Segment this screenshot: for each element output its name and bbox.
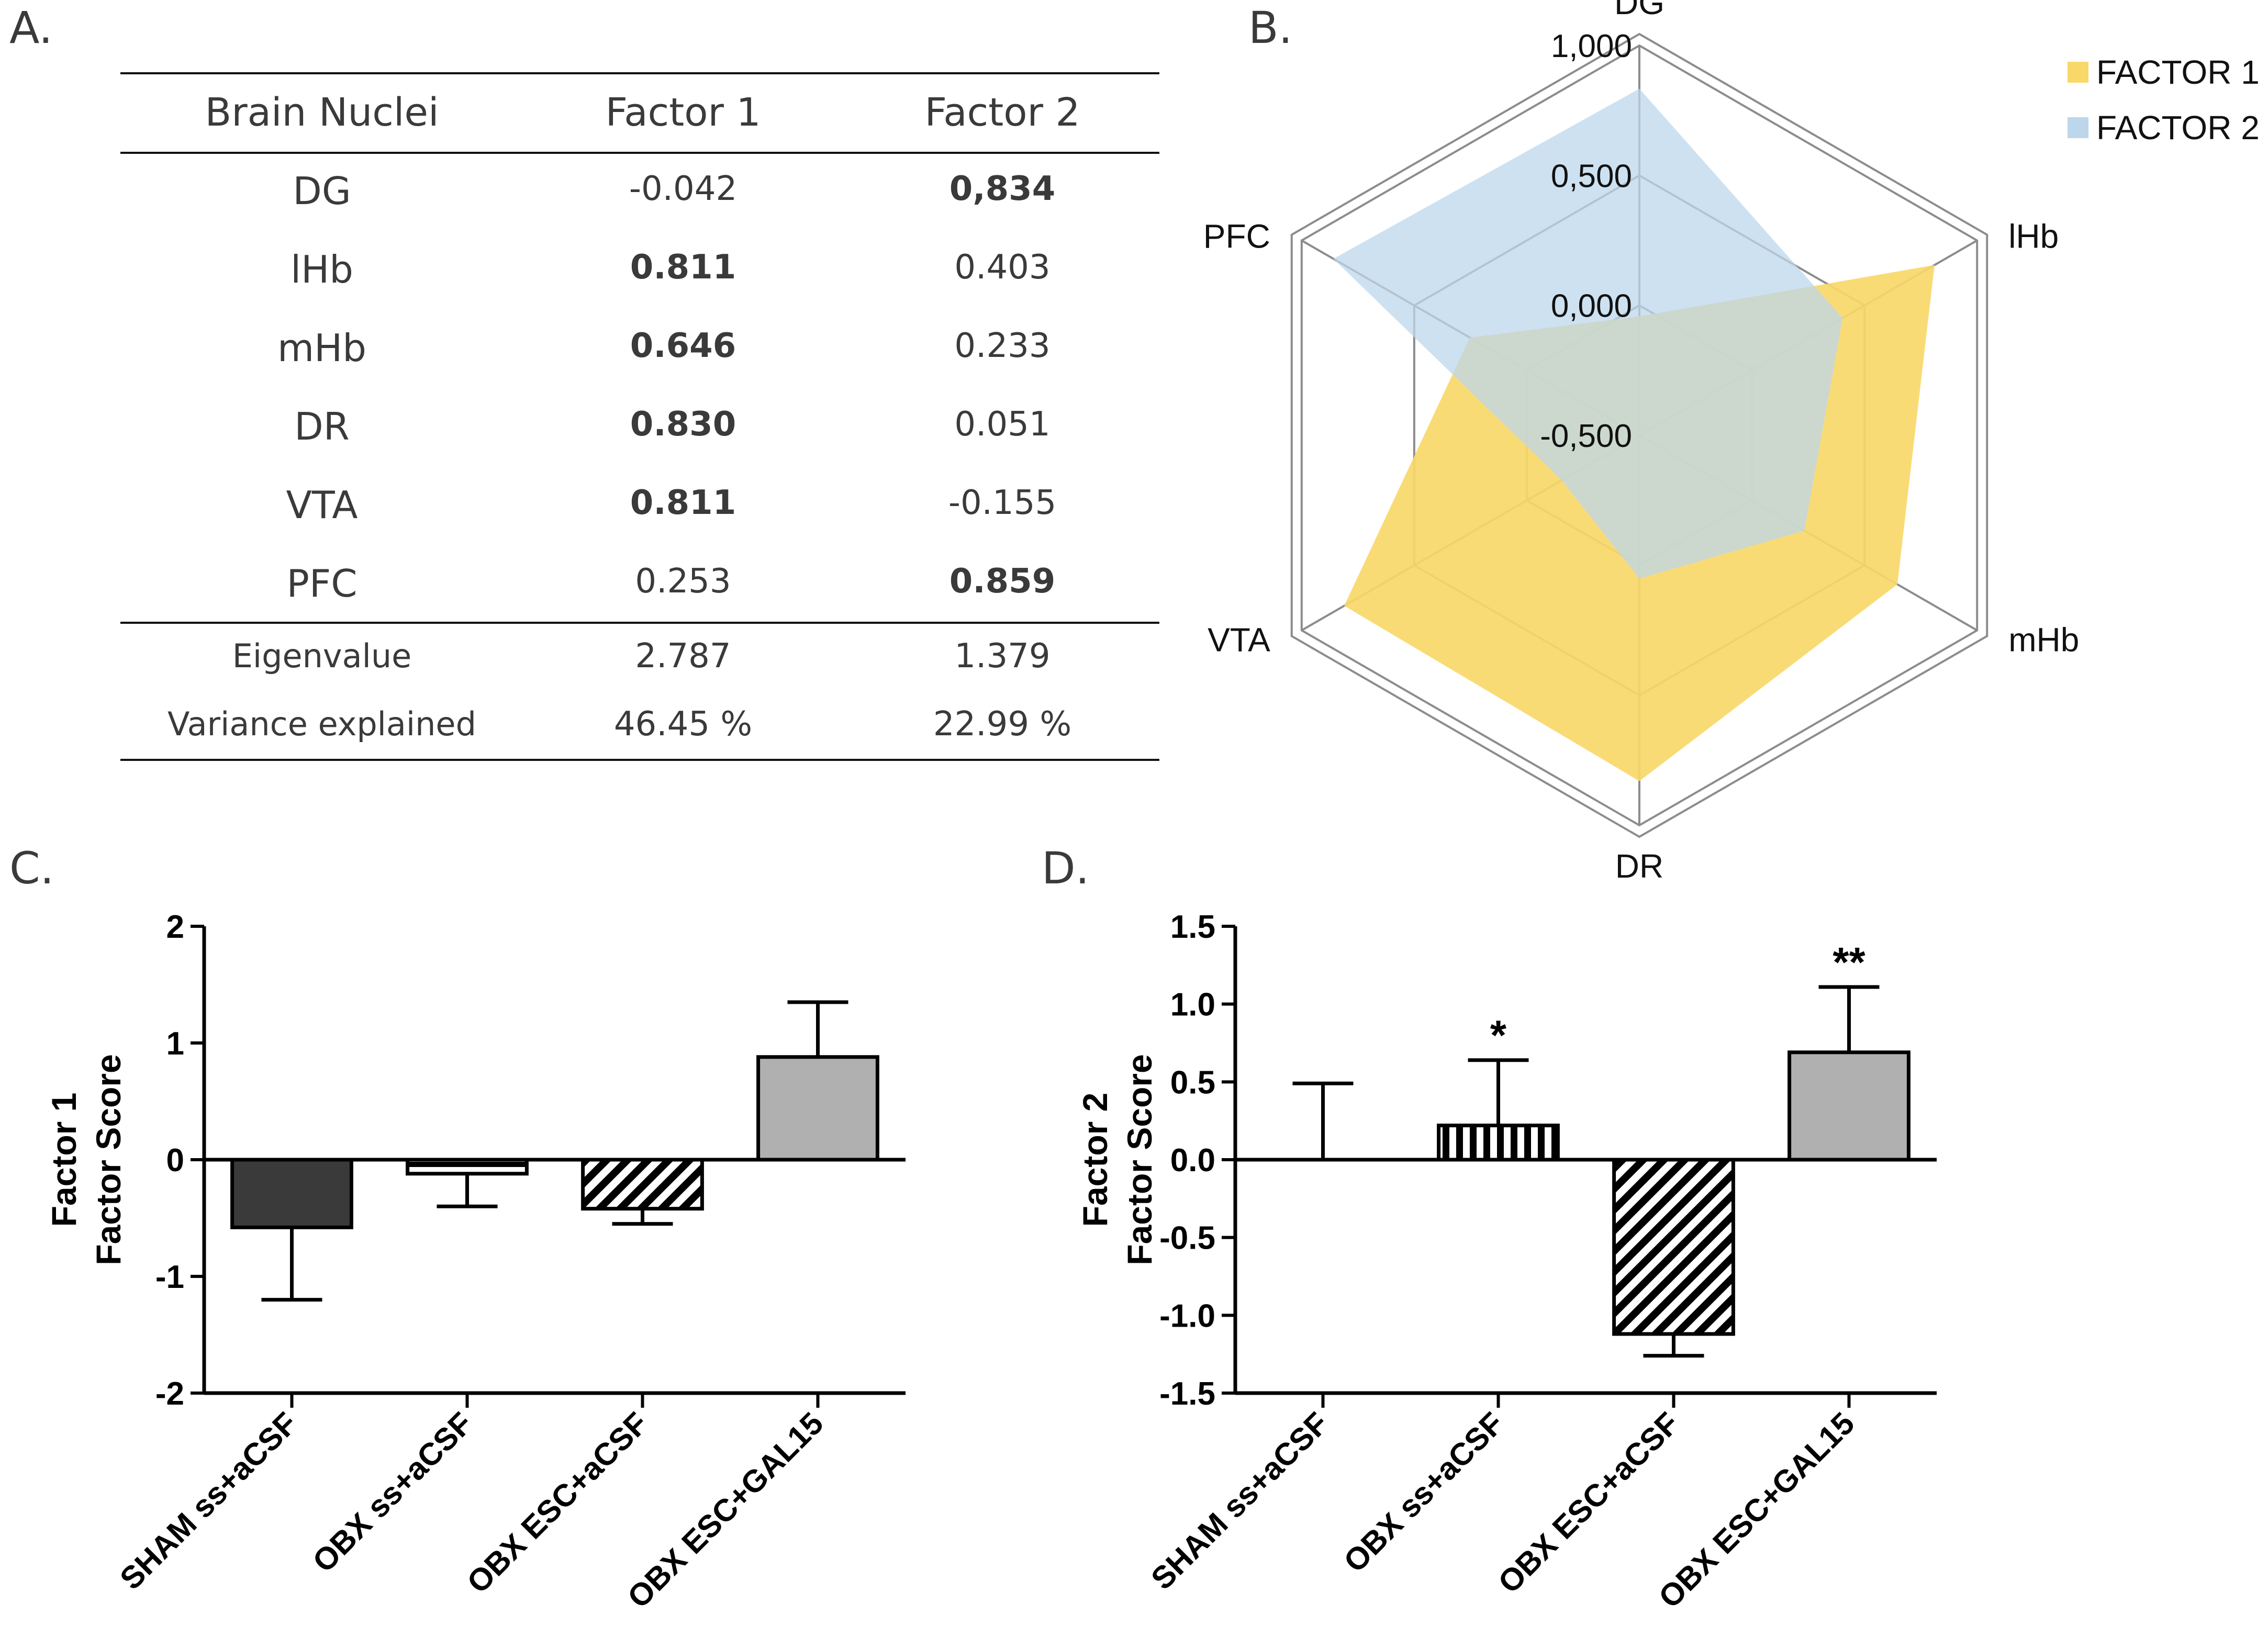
radar-axis-label: PFC: [1203, 218, 1270, 255]
y-tick-label: 1: [166, 1026, 184, 1062]
table-footer-label: Variance explained: [167, 705, 476, 743]
table-header-cell: Brain Nuclei: [205, 90, 439, 135]
y-tick-label: 1.0: [1170, 987, 1215, 1023]
table-cell-factor2: 0,834: [949, 170, 1055, 208]
table-cell-factor2: 0.859: [949, 562, 1055, 601]
bar: [1612, 1158, 1735, 1336]
bar-chart-factor2: -1.5 -1.0 -0.5 0.0 0.5 1.0 1.5 Factor 2 Factor S…: [1076, 909, 1937, 1615]
table-footer-factor1: 2.787: [635, 637, 731, 676]
y-tick-label: 2: [166, 909, 184, 945]
significance-marker: *: [1490, 1012, 1507, 1059]
radar-axis-label: DG: [1614, 0, 1664, 21]
bar: [230, 1158, 353, 1229]
legend-swatch-factor1: [2068, 62, 2088, 83]
legend-swatch-factor2: [2068, 117, 2088, 138]
table-cell-factor1: -0.042: [629, 170, 737, 208]
table-cell-factor2: 0.403: [954, 248, 1050, 287]
radar-tick-label: -0,500: [1540, 418, 1632, 454]
y-tick-label: -1.0: [1159, 1298, 1215, 1334]
table-cell-factor1: 0.811: [630, 484, 736, 522]
table-cell-nucleus: VTA: [286, 483, 358, 527]
panel-label-c: C.: [9, 843, 54, 894]
y-tick-label: 1.5: [1170, 909, 1215, 945]
radar-tick-label: 0,000: [1551, 288, 1632, 324]
x-tick-label: OBX ESC+GAL15: [1652, 1406, 1861, 1615]
radar-tick-label: 0,500: [1551, 158, 1632, 194]
y-axis-label: Factor 1: [44, 1093, 83, 1227]
table-cell-factor2: -0.155: [948, 484, 1056, 522]
y-tick-label: 0: [166, 1142, 184, 1179]
x-tick-label: OBX ss+aCSF: [1337, 1406, 1511, 1579]
table-footer-label: Eigenvalue: [232, 637, 412, 675]
table-cell-factor1: 0.811: [630, 248, 736, 287]
x-tick-label: SHAM ss+aCSF: [1144, 1406, 1335, 1597]
x-tick-label: SHAM ss+aCSF: [113, 1406, 304, 1597]
table-cell-factor1: 0.253: [635, 562, 731, 601]
panel-label-a: A.: [9, 2, 53, 53]
table-cell-nucleus: mHb: [277, 326, 366, 370]
radar-axis-label: DR: [1615, 847, 1663, 885]
table-cell-factor1: 0.646: [630, 327, 736, 365]
panel-label-d: D.: [1042, 843, 1089, 894]
y-tick-label: 0.0: [1170, 1142, 1215, 1179]
radar-tick-label: 1,000: [1551, 28, 1632, 64]
radar-chart: 1,000 0,500 0,000 -0,500 DG lHb mHb DR VTA PFC FAC…: [1203, 0, 2260, 885]
table-footer-factor2: 22.99 %: [933, 705, 1071, 744]
y-tick-label: -0.5: [1159, 1220, 1215, 1257]
bar: [756, 1055, 879, 1162]
significance-marker: **: [1833, 939, 1865, 985]
x-tick-label: OBX ESC+GAL15: [621, 1406, 830, 1615]
table-header-cell: Factor 1: [605, 90, 761, 135]
legend-label-factor1: FACTOR 1: [2096, 53, 2260, 91]
table-cell-nucleus: lHb: [291, 248, 353, 291]
table-cell-factor2: 0.233: [954, 327, 1050, 365]
legend-label-factor2: FACTOR 2: [2096, 109, 2260, 147]
table-cell-nucleus: DR: [294, 405, 349, 448]
radar-series-2: [1333, 88, 1843, 579]
x-tick-label: OBX ESC+aCSF: [1491, 1406, 1686, 1600]
factor-loadings-table: Brain Nuclei Factor 1 Factor 2 DG -0.042 0,83…: [120, 72, 1159, 761]
x-tick-label: OBX ESC+aCSF: [460, 1406, 655, 1600]
bar: [1787, 1050, 1911, 1162]
bar: [581, 1158, 704, 1211]
bar: [406, 1158, 529, 1176]
table-cell-nucleus: DG: [293, 169, 351, 213]
radar-axis-label: VTA: [1208, 621, 1270, 659]
table-cell-factor1: 0.830: [630, 405, 736, 444]
table-footer-factor2: 1.379: [954, 637, 1050, 676]
y-axis-label: Factor 2: [1076, 1093, 1114, 1227]
panel-label-b: B.: [1248, 2, 1292, 53]
y-tick-label: -1.5: [1159, 1376, 1215, 1412]
radar-outer-frame: [1290, 32, 1988, 838]
table-footer-factor1: 46.45 %: [614, 705, 752, 744]
x-tick-label: OBX ss+aCSF: [306, 1406, 479, 1579]
radar-axis-label: mHb: [2008, 621, 2079, 659]
radar-axis-label: lHb: [2008, 218, 2059, 255]
bar: [1437, 1124, 1560, 1162]
table-header-cell: Factor 2: [924, 90, 1080, 135]
table-cell-nucleus: PFC: [286, 562, 357, 605]
y-axis-label: Factor Score: [1120, 1054, 1159, 1265]
y-axis-label: Factor Score: [89, 1054, 128, 1265]
table-cell-factor2: 0.051: [954, 405, 1050, 444]
y-tick-label: 0.5: [1170, 1064, 1215, 1101]
y-tick-label: -1: [155, 1259, 184, 1295]
y-tick-label: -2: [155, 1376, 184, 1412]
